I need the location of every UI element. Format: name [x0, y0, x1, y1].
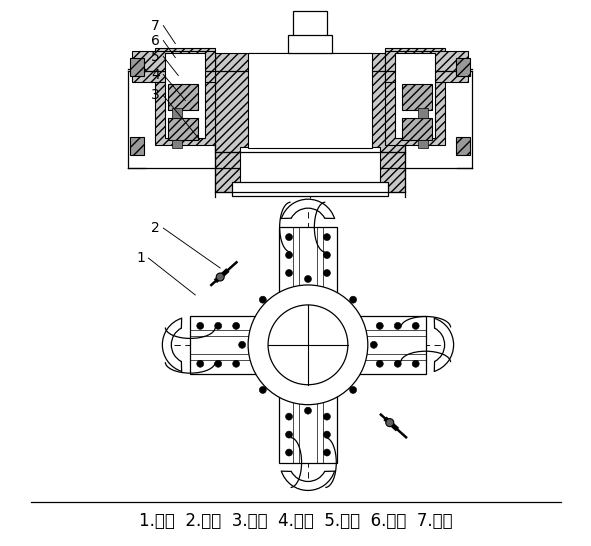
Bar: [173, 140, 182, 149]
Bar: [395, 52, 434, 138]
Bar: [168, 85, 198, 110]
Text: 7: 7: [151, 19, 160, 33]
Bar: [456, 138, 470, 155]
Circle shape: [233, 322, 239, 329]
Circle shape: [350, 296, 356, 303]
Bar: [132, 51, 215, 82]
Bar: [155, 48, 215, 145]
Circle shape: [386, 419, 394, 426]
Text: 3: 3: [151, 88, 160, 103]
Bar: [418, 140, 428, 149]
Circle shape: [216, 273, 224, 281]
Circle shape: [285, 449, 293, 456]
Bar: [248, 52, 372, 149]
Bar: [279, 227, 337, 462]
Circle shape: [376, 360, 384, 367]
Circle shape: [304, 407, 311, 414]
Circle shape: [350, 387, 356, 394]
Bar: [240, 147, 380, 185]
Bar: [131, 57, 144, 75]
Circle shape: [304, 276, 311, 282]
Bar: [168, 118, 198, 140]
Circle shape: [197, 322, 204, 329]
Circle shape: [323, 234, 330, 241]
Bar: [293, 11, 327, 40]
Bar: [418, 109, 428, 118]
Circle shape: [394, 322, 401, 329]
Bar: [173, 109, 182, 118]
Bar: [288, 34, 332, 52]
Text: 1.托盘  2.手柄  3.底座  4.转环  5.销钉  6.滑块  7.抱爪: 1.托盘 2.手柄 3.底座 4.转环 5.销钉 6.滑块 7.抱爪: [139, 512, 453, 530]
Circle shape: [412, 322, 419, 329]
Circle shape: [233, 360, 239, 367]
Bar: [165, 52, 205, 138]
Text: 5: 5: [151, 50, 160, 63]
Bar: [402, 85, 431, 110]
Bar: [215, 52, 405, 152]
Circle shape: [285, 252, 293, 259]
Circle shape: [248, 285, 368, 405]
Bar: [456, 57, 470, 75]
Bar: [190, 316, 426, 374]
Text: 2: 2: [151, 221, 160, 235]
Bar: [385, 48, 444, 145]
Bar: [215, 143, 405, 192]
Circle shape: [394, 360, 401, 367]
Text: 4: 4: [151, 68, 160, 81]
Text: 6: 6: [151, 34, 160, 48]
Circle shape: [323, 252, 330, 259]
Circle shape: [285, 413, 293, 420]
Circle shape: [323, 413, 330, 420]
Circle shape: [285, 234, 293, 241]
Circle shape: [412, 360, 419, 367]
Bar: [232, 182, 388, 196]
Circle shape: [215, 360, 222, 367]
Circle shape: [323, 431, 330, 438]
Circle shape: [215, 322, 222, 329]
Circle shape: [239, 341, 246, 348]
Circle shape: [285, 431, 293, 438]
Bar: [131, 138, 144, 155]
Circle shape: [323, 270, 330, 276]
Circle shape: [259, 296, 267, 303]
Circle shape: [323, 449, 330, 456]
Circle shape: [197, 360, 204, 367]
Circle shape: [285, 270, 293, 276]
Text: 1: 1: [136, 251, 145, 265]
Circle shape: [376, 322, 384, 329]
Circle shape: [371, 341, 377, 348]
Circle shape: [259, 387, 267, 394]
Bar: [385, 51, 467, 82]
Bar: [402, 118, 431, 140]
Circle shape: [268, 305, 348, 385]
